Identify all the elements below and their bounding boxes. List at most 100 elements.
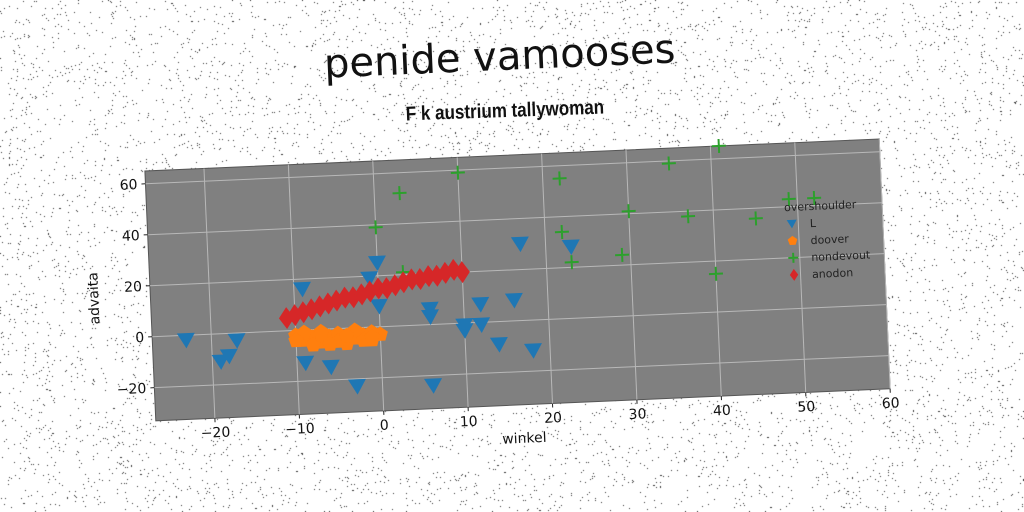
x-tick-label: −20: [200, 425, 230, 442]
series-anodon: [278, 258, 470, 330]
point-anodon: [303, 298, 320, 321]
point-doover: [296, 324, 312, 340]
y-grid-line: [152, 304, 887, 338]
legend-label: doover: [810, 232, 849, 247]
x-tick-label: 20: [544, 410, 563, 427]
point-L: [369, 298, 388, 315]
point-nondevout: [621, 204, 636, 219]
legend-marker-anodon: [789, 268, 799, 281]
point-L: [360, 271, 379, 287]
y-tick-label: −20: [117, 381, 147, 398]
point-nondevout: [615, 247, 630, 262]
x-tick-label: 60: [882, 395, 901, 412]
x-tick-label: 0: [380, 418, 390, 434]
point-anodon: [437, 261, 454, 284]
point-L: [321, 359, 340, 376]
point-anodon: [295, 301, 311, 324]
point-doover: [288, 332, 304, 348]
point-anodon: [420, 265, 437, 288]
point-anodon: [379, 277, 395, 300]
series-L: [176, 236, 580, 395]
legend-title: overshoulder: [784, 198, 857, 214]
point-anodon: [404, 268, 420, 291]
point-anodon: [370, 277, 387, 300]
point-L: [561, 239, 580, 256]
x-tick-label: 30: [628, 406, 647, 423]
point-doover: [364, 329, 380, 344]
legend-marker-L: [786, 219, 797, 229]
y-tick-labels: −20 0 20 40 60: [117, 177, 155, 398]
point-L: [211, 354, 230, 370]
x-tick-label: 40: [713, 403, 732, 420]
point-L: [455, 318, 474, 334]
point-L: [176, 332, 195, 349]
x-grid-line: [878, 138, 891, 389]
x-tick-labels: −20 −10 0 10 20 30 40 50 60: [200, 388, 901, 442]
point-nondevout: [554, 224, 569, 240]
point-anodon: [353, 283, 370, 306]
point-L: [219, 348, 238, 365]
x-axis-label: winkel: [502, 430, 547, 448]
point-nondevout: [711, 138, 726, 154]
y-tick-label: 0: [135, 330, 145, 346]
point-nondevout: [392, 186, 407, 201]
point-anodon: [429, 264, 445, 287]
legend-marker-nondevout: [788, 252, 799, 263]
x-grid-line: [794, 142, 807, 393]
y-tick-label: 20: [124, 279, 143, 296]
point-L: [227, 333, 246, 349]
legend-label: nondevout: [811, 248, 871, 264]
legend-label: anodon: [812, 266, 854, 281]
point-anodon: [312, 295, 328, 318]
x-grid-line: [541, 153, 553, 404]
point-L: [296, 355, 315, 372]
y-grid-line: [147, 202, 882, 236]
x-tick-label: 50: [797, 399, 816, 416]
point-nondevout: [708, 266, 723, 281]
point-L: [367, 255, 386, 272]
point-L: [489, 336, 508, 353]
point-L: [523, 343, 542, 359]
plot-area: [144, 138, 891, 422]
point-nondevout: [368, 220, 383, 235]
y-tick-label: 60: [119, 177, 138, 194]
legend-marker-doover: [787, 235, 798, 245]
point-anodon: [320, 292, 336, 315]
legend-label: L: [810, 217, 818, 230]
point-anodon: [454, 261, 470, 284]
point-anodon: [278, 307, 295, 330]
y-grid-line: [149, 253, 885, 287]
x-grid-line: [287, 164, 300, 415]
y-axis-label: advaita: [85, 272, 103, 325]
point-doover: [313, 326, 329, 342]
point-L: [292, 281, 311, 298]
data-marks: [176, 138, 822, 395]
point-nondevout: [807, 190, 822, 206]
y-grid-line: [154, 355, 889, 389]
point-nondevout: [748, 211, 763, 226]
point-nondevout: [661, 156, 676, 171]
point-nondevout: [781, 192, 796, 207]
point-L: [421, 309, 439, 325]
point-anodon: [395, 271, 412, 294]
point-anodon: [345, 286, 362, 309]
point-nondevout: [681, 209, 696, 224]
y-grid-line: [145, 151, 880, 185]
point-nondevout: [564, 255, 579, 270]
y-tick-label: 40: [122, 228, 141, 245]
point-anodon: [328, 289, 345, 312]
grid: [145, 138, 891, 419]
point-anodon: [387, 274, 403, 297]
point-L: [510, 236, 529, 253]
x-grid-line: [625, 150, 638, 400]
point-L: [471, 296, 490, 313]
point-nondevout: [552, 171, 567, 186]
point-anodon: [362, 280, 378, 303]
series-doover: [288, 322, 388, 352]
point-L: [347, 378, 366, 395]
point-anodon: [287, 304, 303, 327]
point-anodon: [337, 286, 353, 309]
x-tick-label: 10: [459, 414, 478, 431]
x-grid-line: [203, 168, 216, 419]
